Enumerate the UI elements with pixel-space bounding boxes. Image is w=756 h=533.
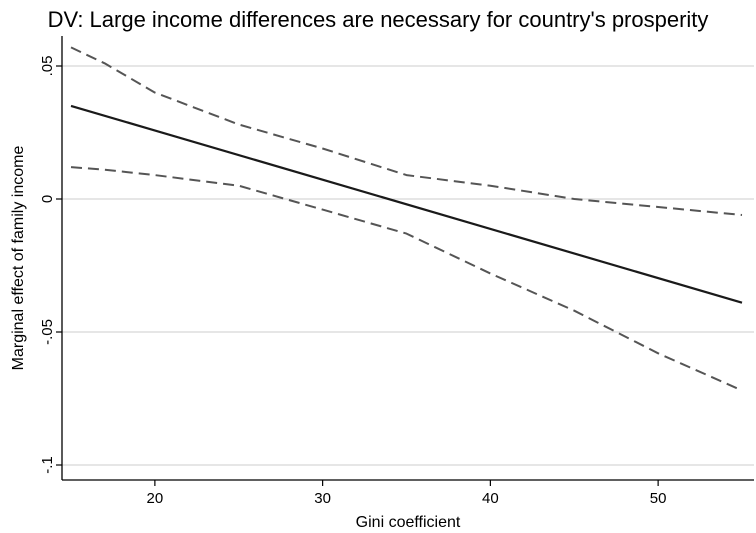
upper-ci-line bbox=[70, 46, 743, 216]
series-lines bbox=[70, 46, 743, 392]
x-axis-title: Gini coefficient bbox=[356, 514, 461, 531]
y-tick-label: .05 bbox=[39, 56, 56, 77]
lower-ci-line bbox=[70, 166, 743, 392]
y-tick-label: 0 bbox=[39, 195, 56, 203]
y-tick-label: -.05 bbox=[39, 319, 56, 345]
y-axis-title: Marginal effect of family income bbox=[10, 146, 27, 371]
grid-lines bbox=[62, 65, 754, 466]
x-tick-label: 40 bbox=[482, 490, 499, 507]
x-tick-label: 20 bbox=[147, 490, 164, 507]
axes: 20 30 40 50 .05 0 -.05 -.1 bbox=[39, 36, 754, 507]
x-tick-label: 50 bbox=[650, 490, 667, 507]
x-tick-label: 30 bbox=[314, 490, 331, 507]
chart-title: DV: Large income differences are necessa… bbox=[48, 7, 709, 32]
y-tick-label: -.1 bbox=[39, 456, 56, 474]
marginal-effect-line bbox=[70, 104, 743, 304]
